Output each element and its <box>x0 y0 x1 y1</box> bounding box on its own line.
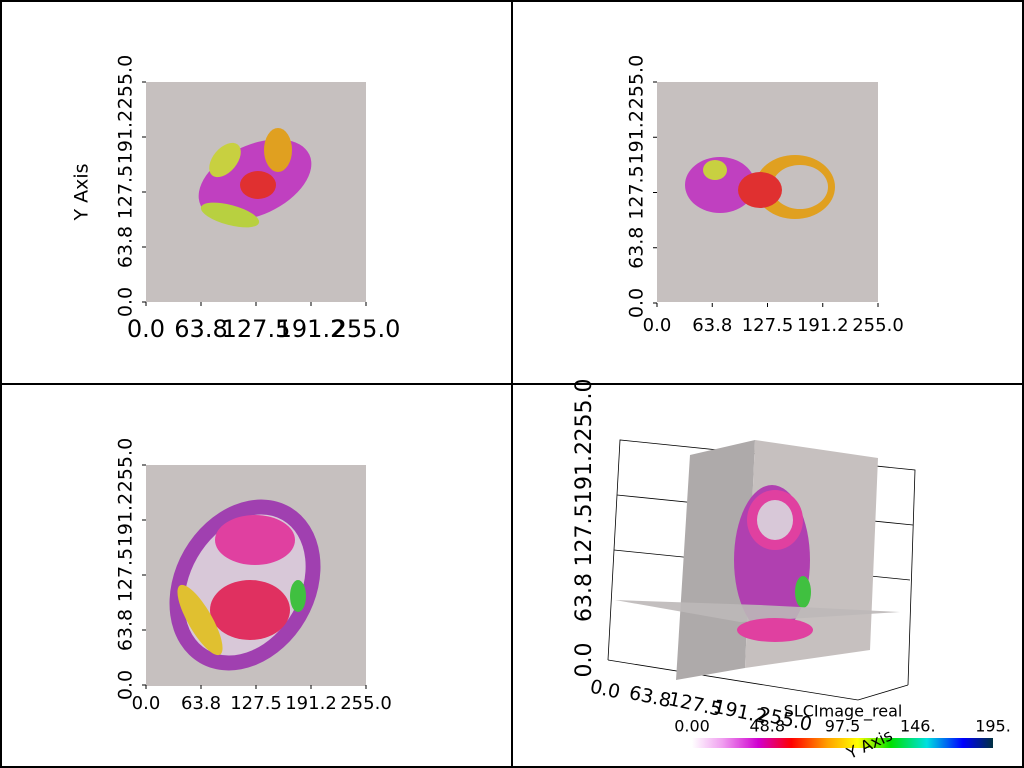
x-tick-label: 127.5 <box>742 315 794 336</box>
colorbar-label: 48.8 <box>749 717 785 736</box>
x-tick-label: 255.0 <box>340 693 392 714</box>
x-tick-label: 127.5 <box>222 315 291 343</box>
y-tick-label: 191.2 <box>115 493 137 547</box>
y-tick-label: 255.0 <box>572 379 597 442</box>
specimen <box>169 499 321 671</box>
y-tick-label: 127.5 <box>115 165 137 219</box>
x-tick-label: 255.0 <box>852 315 904 336</box>
y-tick-label: 127.5 <box>626 165 648 219</box>
x-tick-label: 63.8 <box>181 693 221 714</box>
y-tick-label: 63.8 <box>115 226 137 268</box>
x-tick-label: 191.2 <box>277 315 346 343</box>
y-tick-label: 191.2 <box>626 110 648 164</box>
x-tick-label: 255.0 <box>332 315 401 343</box>
x-tick-label: 0.0 <box>127 315 165 343</box>
colorbar-label: 97.5 <box>825 717 861 736</box>
y-tick-label: 191.2 <box>572 441 597 504</box>
y-tick-label: 63.8 <box>572 573 597 622</box>
specimen <box>737 618 813 642</box>
y-tick-label: 255.0 <box>115 438 137 492</box>
x-tick-label: 191.2 <box>797 315 849 336</box>
y-tick-label: 255.0 <box>115 55 137 109</box>
specimen <box>734 485 811 635</box>
x-tick-label: 127.5 <box>230 693 282 714</box>
y-tick-label: 127.5 <box>572 504 597 567</box>
y-tick-label: 0.0 <box>115 670 137 700</box>
y-tick-label: 63.8 <box>626 227 648 269</box>
colorbar <box>692 738 993 748</box>
y-tick-label: 0.0 <box>626 288 648 318</box>
y-tick-label: 0.0 <box>572 643 597 678</box>
x-tick-label: 63.8 <box>692 315 732 336</box>
y-tick-label: 191.2 <box>115 110 137 164</box>
y-axis-title: Y Axis <box>71 163 93 221</box>
colorbar-label: 195. <box>975 717 1011 736</box>
colorbar-label: 0.00 <box>674 717 710 736</box>
y-tick-label: 0.0 <box>115 287 137 317</box>
y-tick-label: 127.5 <box>115 548 137 602</box>
specimen <box>685 155 835 219</box>
x-tick-label: 0.0 <box>643 315 672 336</box>
y-tick-label: 63.8 <box>115 609 137 651</box>
x-tick-label: 0.0 <box>132 693 161 714</box>
colorbar-title: SLCImage_real <box>784 702 903 722</box>
specimen <box>198 128 312 228</box>
slice-plane <box>615 600 900 622</box>
colorbar-label: 146. <box>900 717 936 736</box>
x-tick-label: 63.8 <box>174 315 227 343</box>
x-tick-label: 191.2 <box>285 693 337 714</box>
y-tick-label: 255.0 <box>626 55 648 109</box>
